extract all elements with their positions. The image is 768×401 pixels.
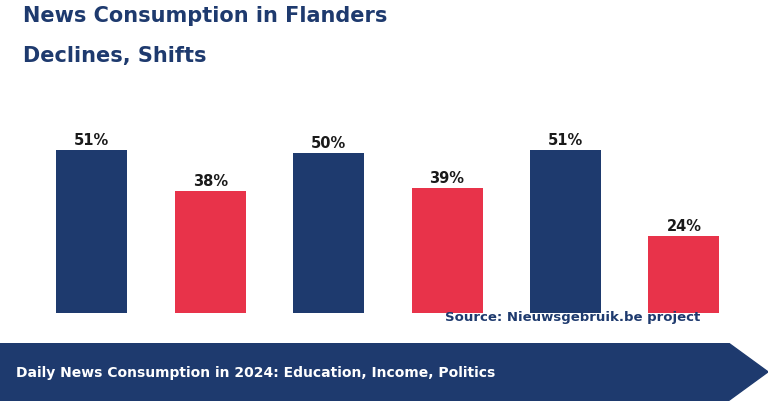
Text: 51%: 51% [74, 132, 109, 147]
Polygon shape [0, 343, 768, 401]
Text: Source: Nieuwsgebruik.be project: Source: Nieuwsgebruik.be project [445, 310, 700, 323]
Text: Daily News Consumption in 2024: Education, Income, Politics: Daily News Consumption in 2024: Educatio… [16, 365, 495, 379]
Text: 51%: 51% [548, 132, 583, 147]
Bar [174, 192, 246, 313]
Text: 50%: 50% [311, 136, 346, 150]
Text: 39%: 39% [429, 170, 465, 185]
Text: News Consumption in Flanders: News Consumption in Flanders [23, 6, 387, 26]
Bar [648, 236, 720, 313]
Bar [530, 150, 601, 313]
Bar [293, 154, 364, 313]
Bar [56, 150, 127, 313]
Text: 24%: 24% [667, 218, 701, 233]
Text: Declines, Shifts: Declines, Shifts [23, 46, 207, 66]
Bar [412, 188, 482, 313]
Text: 38%: 38% [193, 174, 228, 188]
